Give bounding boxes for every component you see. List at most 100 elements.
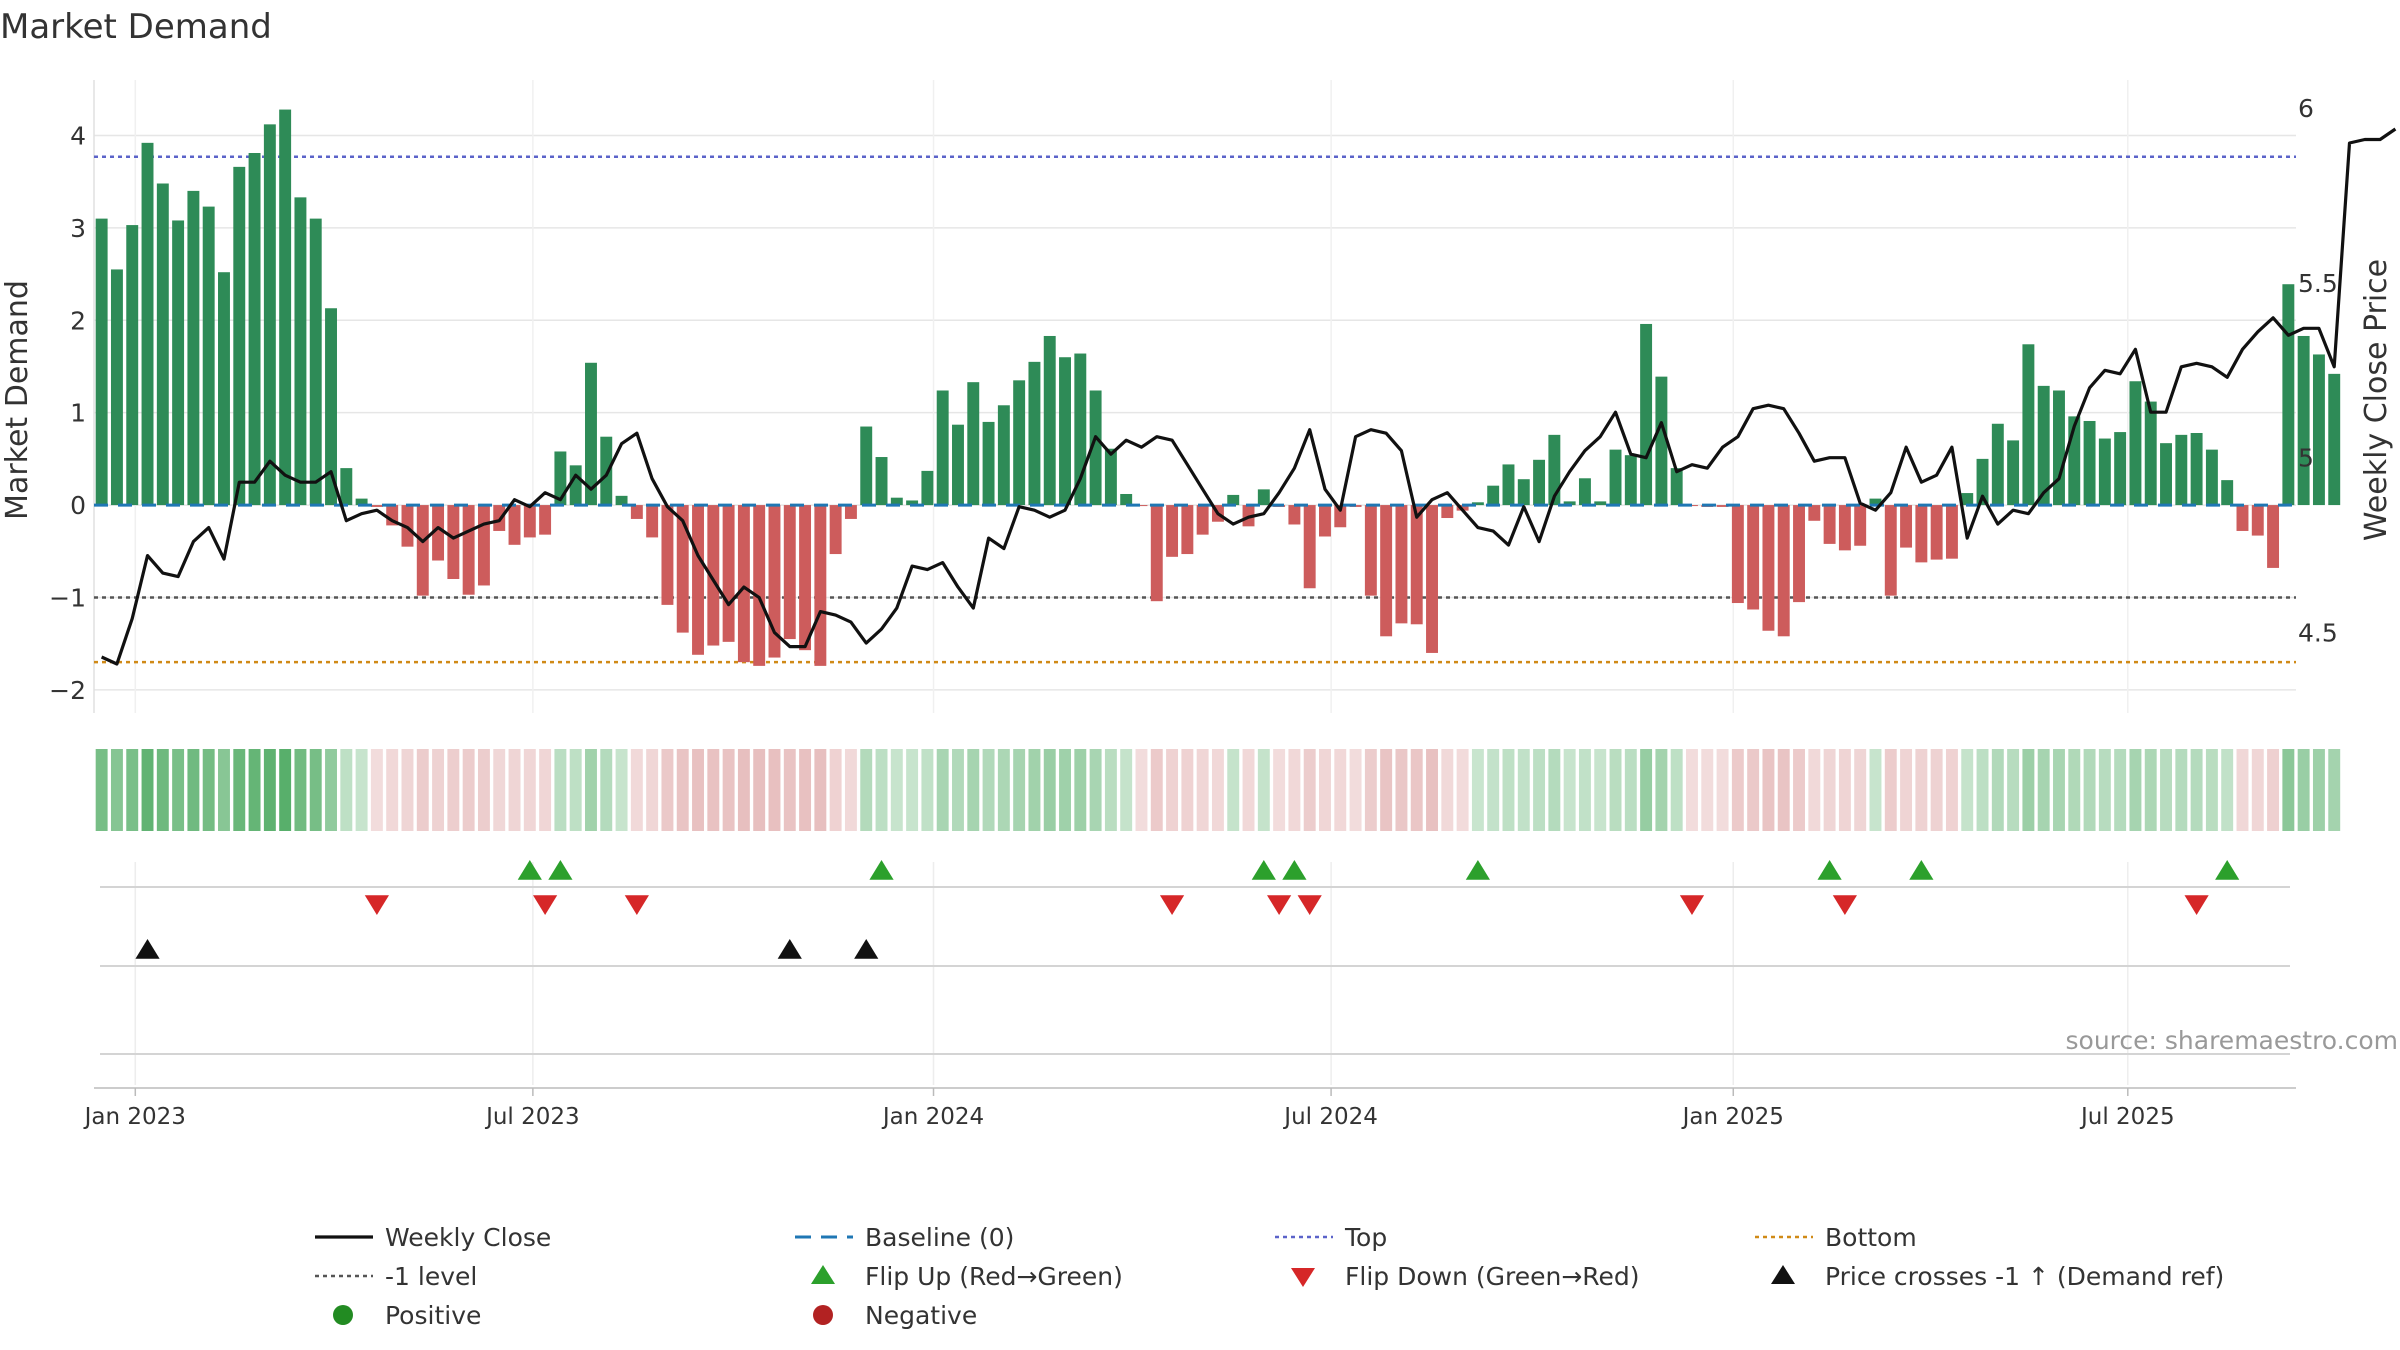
- strip-cell: [1364, 749, 1377, 831]
- demand-bar: [2129, 381, 2142, 506]
- strip-cell: [523, 749, 536, 831]
- strip-cell: [585, 749, 597, 831]
- demand-bar: [1609, 449, 1622, 506]
- demand-bar: [1380, 505, 1393, 637]
- strip-cell: [982, 749, 995, 831]
- strip-cell: [2236, 749, 2249, 831]
- demand-bar: [1181, 505, 1194, 555]
- demand-bar: [2007, 440, 2020, 506]
- strip-cell: [370, 749, 383, 831]
- demand-bar: [1410, 505, 1423, 625]
- demand-bar: [202, 206, 215, 506]
- strip-cell: [1288, 749, 1301, 831]
- strip-cell: [890, 749, 903, 831]
- legend-label: -1 level: [385, 1262, 477, 1291]
- demand-heat-strip: [95, 749, 2341, 831]
- flip-down-marker: [1832, 895, 1857, 915]
- strip-cell: [1884, 749, 1897, 831]
- legend-item: Flip Down (Green→Red): [1291, 1262, 1640, 1291]
- strip-cell: [95, 749, 108, 831]
- demand-bar: [2236, 505, 2249, 531]
- strip-cell: [447, 749, 460, 831]
- strip-cell: [1120, 749, 1133, 831]
- demand-bar: [1716, 505, 1729, 507]
- flip-up-marker: [517, 860, 542, 880]
- x-tick-label: Jul 2025: [2079, 1104, 2175, 1130]
- strip-cell: [2114, 749, 2127, 831]
- strip-cell: [1900, 749, 1913, 831]
- strip-cell: [707, 749, 720, 831]
- demand-bar: [1104, 448, 1117, 506]
- strip-cell: [1976, 749, 1989, 831]
- demand-bar: [1854, 505, 1867, 546]
- strip-cell: [1196, 749, 1209, 831]
- demand-bar: [218, 272, 230, 506]
- strip-cell: [2205, 749, 2218, 831]
- legend-item: -1 level: [315, 1262, 477, 1291]
- demand-bar: [2297, 335, 2310, 506]
- x-tick-label: Jan 2023: [83, 1104, 186, 1130]
- demand-bar: [2053, 390, 2065, 506]
- demand-bar: [860, 426, 873, 506]
- demand-bar: [248, 153, 261, 506]
- flip-up-marker: [548, 860, 573, 880]
- legend-label: Flip Down (Green→Red): [1345, 1262, 1640, 1291]
- demand-bar: [95, 218, 108, 506]
- strip-cell: [1104, 749, 1117, 831]
- demand-bar: [263, 124, 276, 506]
- demand-bar: [447, 505, 460, 580]
- strip-cell: [814, 749, 827, 831]
- demand-bar: [1808, 505, 1821, 521]
- demand-bar: [2205, 449, 2218, 506]
- demand-bar: [753, 505, 766, 666]
- demand-bar: [569, 465, 582, 506]
- flip-up-marker: [1909, 860, 1934, 880]
- demand-bar: [523, 505, 536, 538]
- strip-cell: [416, 749, 429, 831]
- demand-bar: [799, 505, 812, 651]
- strip-cell: [722, 749, 735, 831]
- demand-bar: [2251, 505, 2264, 536]
- legend-item: Positive: [333, 1301, 481, 1330]
- legend-item: Price crosses -1 ↑ (Demand ref): [1771, 1262, 2224, 1291]
- demand-bar: [325, 308, 337, 506]
- demand-bar: [1578, 478, 1591, 506]
- strip-cell: [1578, 749, 1591, 831]
- strip-cell: [156, 749, 169, 831]
- demand-bar: [432, 505, 445, 561]
- price-cross-marker: [854, 939, 879, 959]
- demand-bar: [2175, 434, 2188, 506]
- flip-up-marker: [1465, 860, 1490, 880]
- demand-bar: [1869, 498, 1882, 506]
- flip-up-marker: [869, 860, 894, 880]
- demand-bar: [1976, 458, 1989, 506]
- strip-cell: [1762, 749, 1775, 831]
- demand-bar: [707, 505, 720, 646]
- demand-bar: [1655, 376, 1668, 506]
- demand-bar: [2267, 505, 2280, 568]
- strip-cell: [1624, 749, 1637, 831]
- demand-bar: [2190, 433, 2203, 506]
- strip-cell: [630, 749, 643, 831]
- strip-cell: [432, 749, 445, 831]
- left-tick-label: 0: [70, 491, 86, 520]
- strip-cell: [569, 749, 582, 831]
- strip-cell: [2297, 749, 2310, 831]
- demand-bar: [1059, 357, 1071, 506]
- strip-cell: [309, 749, 322, 831]
- strip-cell: [1716, 749, 1729, 831]
- legend-label: Price crosses -1 ↑ (Demand ref): [1825, 1262, 2224, 1291]
- legend-label: Negative: [865, 1301, 977, 1330]
- demand-bar: [1884, 505, 1897, 596]
- strip-cell: [1808, 749, 1821, 831]
- demand-bar: [1426, 505, 1438, 653]
- strip-cell: [1456, 749, 1469, 831]
- flip-up-marker: [2215, 860, 2240, 880]
- strip-cell: [477, 749, 490, 831]
- strip-cell: [1915, 749, 1928, 831]
- left-tick-label: 4: [70, 121, 86, 150]
- demand-bar: [768, 505, 781, 658]
- price-cross-marker: [777, 939, 802, 959]
- demand-bar: [921, 470, 934, 506]
